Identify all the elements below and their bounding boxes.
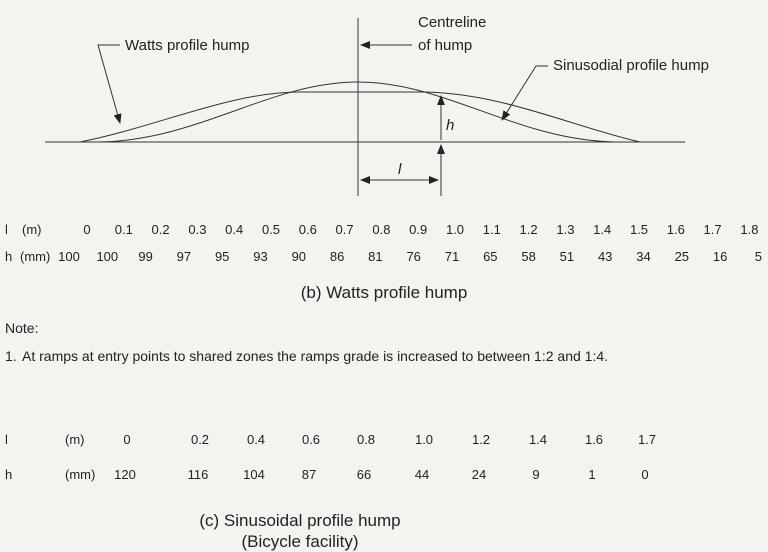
- cell: 1: [588, 467, 596, 482]
- cell: 1.8: [740, 222, 759, 237]
- sinusoidal-curve: [99, 81, 616, 143]
- sinusoidal-label: Sinusodial profile hump: [553, 57, 709, 74]
- cell: 87: [301, 467, 317, 482]
- cell: 58: [521, 249, 536, 264]
- centreline-label: of hump: [418, 37, 472, 54]
- cell: 97: [176, 249, 192, 264]
- cell: 66: [356, 467, 372, 482]
- watts-label: Watts profile hump: [125, 37, 250, 54]
- cell: 0: [123, 432, 131, 447]
- cell: 0.6: [301, 432, 321, 447]
- cell: 43: [597, 249, 613, 264]
- watts-curve: [79, 91, 641, 143]
- cell: 0.4: [225, 222, 244, 237]
- note-heading: Note:: [5, 320, 39, 336]
- cell: 81: [368, 249, 383, 264]
- cell: 0.5: [261, 222, 281, 237]
- row-symbol: l: [5, 432, 8, 447]
- row-unit: (m): [65, 432, 85, 447]
- cell: 9: [532, 467, 540, 482]
- cell: 1.6: [666, 222, 685, 237]
- watts-leader: [97, 44, 122, 124]
- cell: 120: [114, 467, 136, 482]
- cell: 93: [253, 249, 268, 264]
- sinusoidal-leader: [501, 65, 548, 121]
- cell: 1.7: [703, 222, 722, 237]
- cell: 99: [138, 249, 153, 264]
- cell: 0.1: [114, 222, 133, 237]
- cell: 0.2: [151, 222, 170, 237]
- cell: 1.7: [637, 432, 657, 447]
- cell: 100: [96, 249, 119, 264]
- cell: 1.3: [556, 222, 575, 237]
- cell: 25: [674, 249, 690, 264]
- cell: 76: [406, 249, 421, 264]
- cell: 104: [243, 467, 265, 482]
- cell: 0: [641, 467, 649, 482]
- l-label: l: [398, 161, 402, 178]
- cell: 116: [187, 467, 209, 482]
- note-number: 1.: [5, 348, 17, 364]
- cell: 0.8: [356, 432, 376, 447]
- row-symbol: l: [5, 222, 8, 237]
- cell: 1.1: [482, 222, 501, 237]
- cell: 24: [471, 467, 487, 482]
- row-unit: (mm): [65, 467, 96, 482]
- cell: 0.4: [246, 432, 266, 447]
- cell: 65: [483, 249, 498, 264]
- cell: 95: [214, 249, 230, 264]
- cell: 100: [58, 249, 80, 264]
- cell: 44: [414, 467, 430, 482]
- caption: (c) Sinusoidal profile hump: [199, 511, 401, 530]
- cell: 0.6: [298, 222, 317, 237]
- row-symbol: h: [5, 249, 13, 264]
- caption: (Bicycle facility): [241, 532, 359, 551]
- row-unit: (mm): [20, 249, 51, 264]
- cell: 0.3: [188, 222, 207, 237]
- cell: 1.6: [584, 432, 604, 447]
- cell: 86: [329, 249, 345, 264]
- cell: 1.2: [519, 222, 538, 237]
- centreline-label: Centreline: [418, 14, 486, 31]
- cell: 0.7: [335, 222, 354, 237]
- cell: 1.2: [471, 432, 491, 447]
- caption: (b) Watts profile hump: [300, 283, 468, 302]
- cell: 1.0: [445, 222, 465, 237]
- cell: 0: [83, 222, 91, 237]
- cell: 5: [754, 249, 763, 264]
- cell: 1.4: [593, 222, 612, 237]
- cell: 34: [636, 249, 651, 264]
- cell: 1.5: [629, 222, 649, 237]
- cell: 0.9: [409, 222, 428, 237]
- cell: 51: [559, 249, 575, 264]
- h-label: h: [446, 117, 454, 134]
- cell: 0.8: [372, 222, 391, 237]
- cell: 90: [291, 249, 307, 264]
- cell: 1.0: [414, 432, 434, 447]
- cell: 1.4: [528, 432, 548, 447]
- cell: 16: [712, 249, 728, 264]
- row-unit: (m): [22, 222, 42, 237]
- cell: 0.2: [190, 432, 210, 447]
- hump-diagram: Watts profile hump Centreline of hump Si…: [45, 14, 709, 196]
- note-text: At ramps at entry points to shared zones…: [22, 348, 609, 364]
- cell: 71: [444, 249, 460, 264]
- row-symbol: h: [5, 467, 13, 482]
